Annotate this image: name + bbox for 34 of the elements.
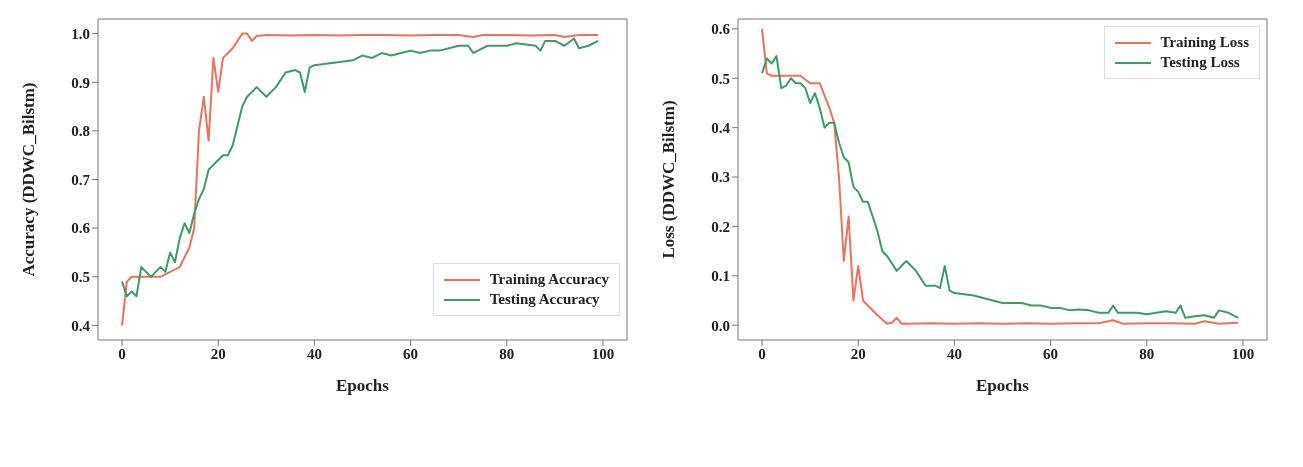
y-tick-label: 0.2: [711, 218, 730, 235]
y-tick-label: 0.4: [711, 119, 731, 136]
y-tick-label: 0.0: [711, 317, 730, 334]
x-tick-label: 100: [591, 345, 615, 362]
legend-label: Training Loss: [1160, 34, 1249, 51]
legend-label: Training Accuracy: [489, 271, 609, 288]
x-tick-label: 40: [306, 345, 322, 362]
x-tick-label: 60: [1043, 345, 1059, 362]
y-tick-label: 0.6: [71, 220, 91, 237]
y-axis-title: Loss (DDWC_Bilstm): [659, 100, 679, 259]
x-tick-label: 80: [499, 345, 515, 362]
x-tick-label: 80: [1139, 345, 1155, 362]
y-tick-label: 0.1: [711, 268, 730, 285]
x-tick-label: 20: [850, 345, 866, 362]
y-tick-label: 0.3: [711, 169, 730, 186]
y-tick-label: 0.5: [711, 70, 730, 87]
x-tick-label: 40: [946, 345, 962, 362]
x-axis-title: Epochs: [976, 376, 1030, 395]
y-tick-label: 0.8: [71, 123, 90, 140]
x-tick-label: 20: [210, 345, 226, 362]
x-tick-label: 100: [1231, 345, 1255, 362]
y-tick-label: 0.6: [711, 21, 731, 38]
y-axis-title: Accuracy (DDWC_Bilstm): [19, 82, 39, 277]
y-tick-label: 0.9: [71, 74, 90, 91]
y-tick-label: 0.4: [71, 317, 91, 334]
x-tick-label: 0: [758, 345, 766, 362]
x-axis-title: Epochs: [336, 376, 390, 395]
y-tick-label: 1.0: [71, 25, 90, 42]
y-tick-label: 0.7: [71, 171, 91, 188]
x-tick-label: 0: [118, 345, 126, 362]
legend-label: Testing Accuracy: [489, 291, 600, 308]
x-tick-label: 60: [403, 345, 419, 362]
y-tick-label: 0.5: [71, 269, 90, 286]
legend-label: Testing Loss: [1160, 54, 1240, 71]
